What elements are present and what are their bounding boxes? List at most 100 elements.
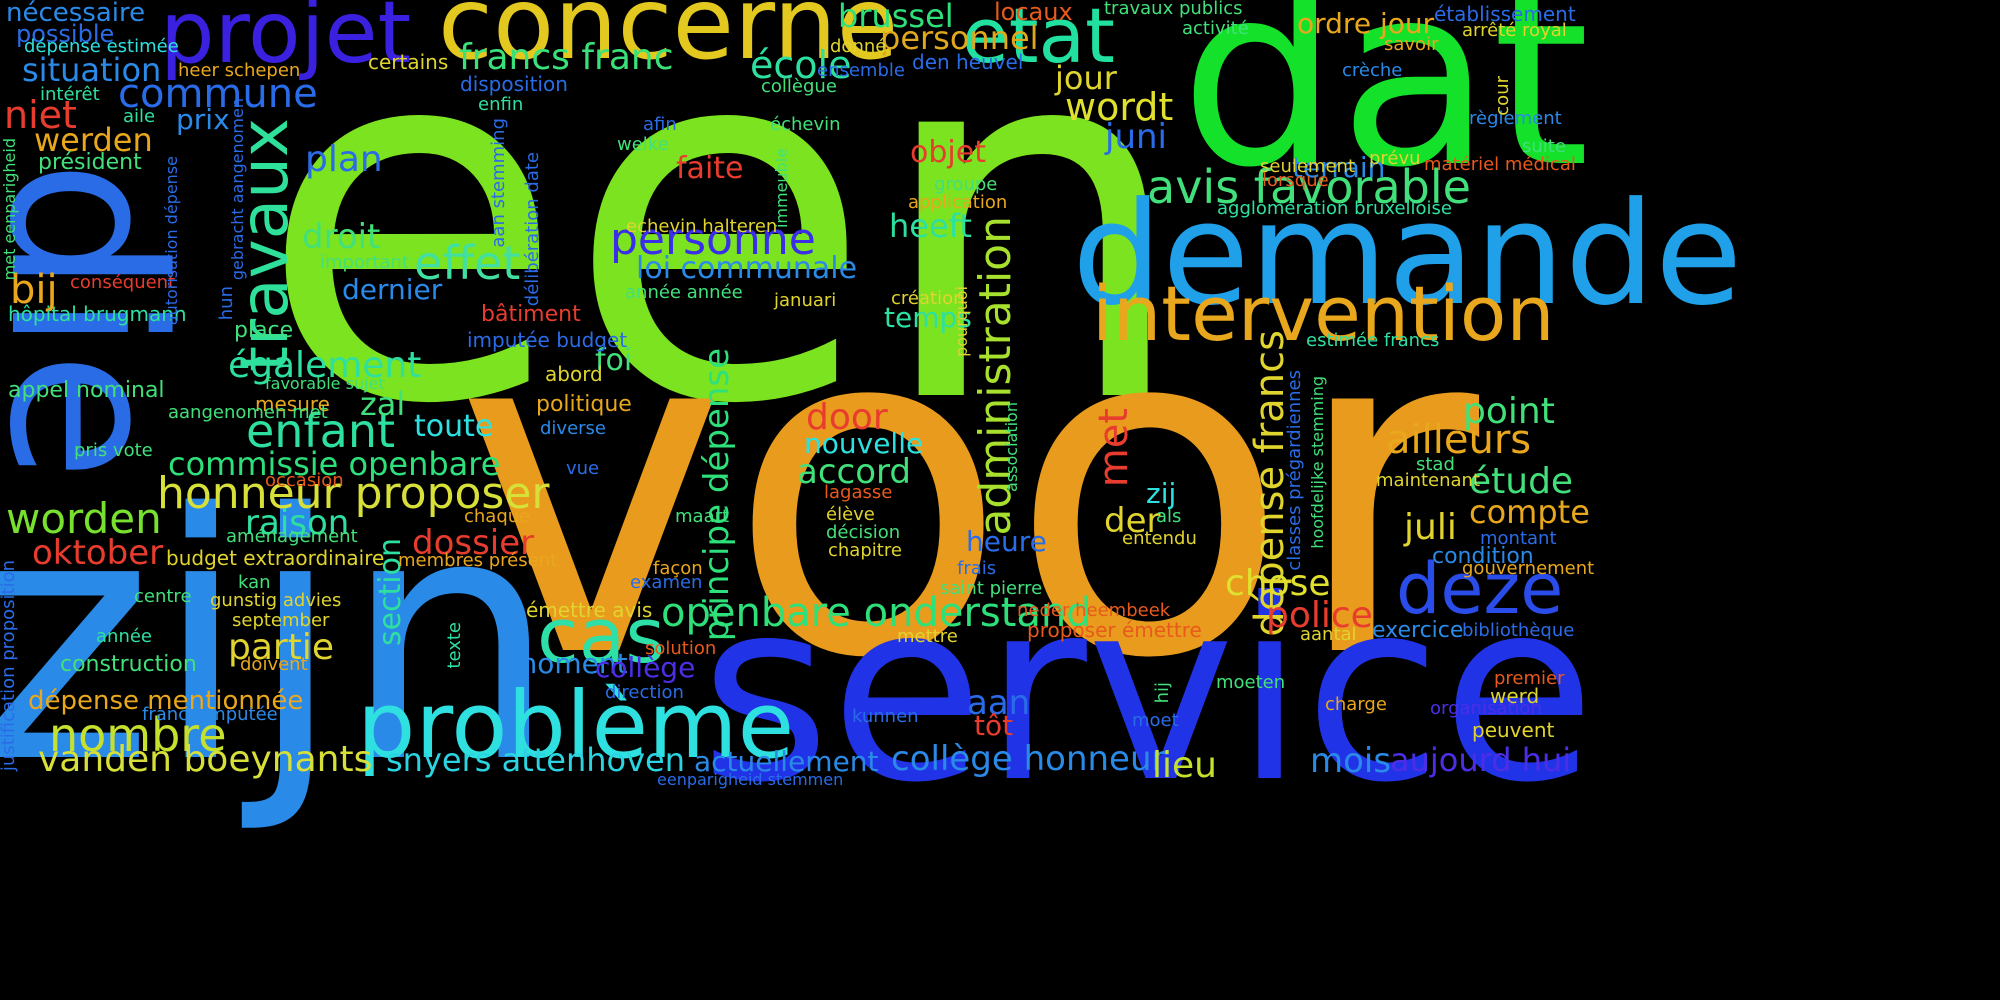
cloud-word-pourquoi: pourquoi — [952, 286, 971, 357]
cloud-word-lieu: lieu — [1152, 745, 1217, 786]
cloud-word-immeuble: immeuble — [772, 148, 791, 229]
cloud-word-interet: intérêt — [40, 84, 100, 105]
cloud-word-application: application — [908, 192, 1008, 213]
cloud-word-zal: zal — [360, 385, 406, 423]
cloud-word-partie: partie — [228, 627, 334, 668]
cloud-word-eenparigheid-stemmen: eenparigheid stemmen — [657, 770, 844, 789]
cloud-word-als: als — [1156, 506, 1182, 527]
cloud-word-centre: centre — [134, 586, 192, 607]
cloud-word-werd: werd — [1490, 684, 1540, 708]
cloud-word-neder-heembeek: neder heembeek — [1017, 600, 1171, 621]
cloud-word-arrete-royal: arrêté royal — [1462, 20, 1567, 41]
cloud-word-bibliotheque: bibliothèque — [1462, 620, 1575, 641]
cloud-word-werden: werden — [34, 121, 153, 159]
cloud-word-college-honneur: collège honneur — [891, 739, 1166, 779]
cloud-word-personne: personne — [610, 214, 816, 265]
cloud-word-loi-communale: loi communale — [636, 251, 858, 286]
cloud-word-commissie-openbare: commissie openbare — [168, 445, 501, 483]
cloud-word-membres-present: membres présent — [398, 550, 558, 571]
cloud-word-chapitre: chapitre — [828, 540, 902, 561]
cloud-word-autorisation-depense: autorisation dépense — [162, 156, 181, 326]
cloud-word-emettre-avis: émettre avis — [526, 598, 653, 622]
cloud-word-gebracht-aangenomen: gebracht aangenomen — [228, 98, 247, 281]
cloud-word-foi: foi — [595, 343, 633, 378]
cloud-word-examen: examen — [630, 572, 703, 593]
cloud-word-gunstig-advies: gunstig advies — [210, 590, 342, 611]
cloud-word-commune: commune — [118, 71, 318, 117]
cloud-word-cour: cour — [1492, 76, 1513, 116]
cloud-word-enfin: enfin — [478, 94, 524, 115]
cloud-word-possible: possible — [16, 20, 115, 48]
cloud-word-echevin: échevin — [770, 114, 841, 135]
cloud-word-groupe: groupe — [934, 174, 998, 195]
cloud-word-principe-depense: principe dépense — [697, 348, 737, 642]
cloud-word-snyers-attenhoven: snyers attenhoven — [386, 741, 686, 779]
cloud-word-bij: bij — [10, 267, 58, 313]
cloud-word-moment: moment — [510, 647, 628, 680]
cloud-word-effet: effet — [414, 236, 521, 290]
cloud-word-dossier: dossier — [412, 523, 535, 563]
cloud-word-dernier: dernier — [342, 273, 443, 306]
cloud-word-stad: stad — [1416, 454, 1455, 475]
cloud-word-travaux-publics: travaux publics — [1104, 0, 1243, 19]
cloud-word-dat: dat — [1180, 0, 1590, 222]
cloud-word-activite: activité — [1182, 18, 1249, 39]
cloud-word-entendu: entendu — [1122, 528, 1197, 549]
cloud-word-consequent: conséquent — [70, 272, 176, 293]
cloud-word-juni: juni — [1105, 117, 1167, 157]
cloud-word-amenagement: aménagement — [226, 526, 358, 547]
cloud-word-met: met — [1091, 408, 1137, 488]
cloud-word-voor: voor — [455, 224, 1480, 759]
cloud-word-mettre: mettre — [897, 626, 958, 647]
cloud-word-worden-2: worden — [6, 494, 162, 543]
cloud-word-solution: solution — [645, 638, 717, 659]
cloud-word-zijn: zijn — [0, 442, 558, 838]
cloud-word-ailleurs: ailleurs — [1386, 417, 1532, 463]
cloud-word-mesure: mesure — [255, 392, 330, 416]
cloud-word-personnel: personnel — [880, 19, 1039, 57]
cloud-word-abord: abord — [545, 362, 603, 386]
cloud-word-creation: création — [891, 288, 965, 309]
cloud-word-seulement: seulement — [1260, 156, 1356, 177]
cloud-word-welke: welke — [617, 134, 669, 155]
cloud-word-den-heuvel: den heuvel — [912, 50, 1024, 74]
cloud-word-exercice: exercice — [1372, 618, 1464, 643]
cloud-word-maintenant: maintenant — [1376, 470, 1481, 491]
cloud-word-met-eenparigheid: met eenparigheid — [0, 138, 19, 281]
cloud-word-echevin-halteren: echevin halteren — [626, 216, 778, 237]
cloud-word-oktober: oktober — [32, 533, 164, 573]
cloud-word-place: place — [234, 318, 294, 343]
cloud-word-eleve: élève — [826, 504, 875, 525]
cloud-word-avis-favorable: avis favorable — [1147, 160, 1471, 214]
cloud-word-juli: juli — [1404, 507, 1457, 548]
cloud-word-der: der — [1104, 501, 1161, 541]
cloud-word-intervention: intervention — [1092, 269, 1555, 358]
cloud-word-disposition: disposition — [460, 72, 568, 96]
cloud-word-savoir: savoir — [1384, 34, 1439, 55]
cloud-word-enfant: enfant — [246, 404, 396, 458]
cloud-word-deliberation-date: délibération date — [522, 152, 543, 307]
cloud-word-aile: aile — [123, 106, 156, 127]
cloud-word-september: september — [232, 610, 330, 631]
cloud-word-budget-extraordinaire: budget extraordinaire — [166, 546, 385, 570]
cloud-word-reglement: règlement — [1469, 108, 1562, 129]
cloud-word-moeten: moeten — [1216, 672, 1286, 693]
cloud-word-texte: texte — [444, 622, 465, 669]
cloud-word-suite: suite — [1522, 136, 1566, 157]
cloud-word-wordt: wordt — [1065, 85, 1174, 129]
cloud-word-brussel: brussel — [838, 0, 954, 35]
cloud-word-cas: cas — [537, 591, 665, 680]
cloud-word-francs-franc: francs franc — [459, 37, 674, 78]
cloud-word-chaque: chaque — [464, 506, 531, 527]
cloud-word-depense-estimee: dépense estimée — [24, 36, 179, 57]
cloud-word-mois: mois — [1310, 741, 1392, 781]
cloud-word-kan: kan — [238, 572, 271, 593]
cloud-word-afin: afin — [643, 114, 677, 135]
cloud-word-premier: premier — [1494, 668, 1565, 689]
cloud-word-proposer-emettre: proposer émettre — [1027, 618, 1202, 642]
cloud-word-objet: objet — [910, 135, 986, 170]
cloud-word-niet: niet — [4, 93, 77, 137]
cloud-word-favorable-sujet: favorable sujet — [265, 374, 385, 393]
cloud-word-organisation: organisation — [1430, 698, 1542, 719]
cloud-word-ecole: école — [750, 43, 852, 87]
